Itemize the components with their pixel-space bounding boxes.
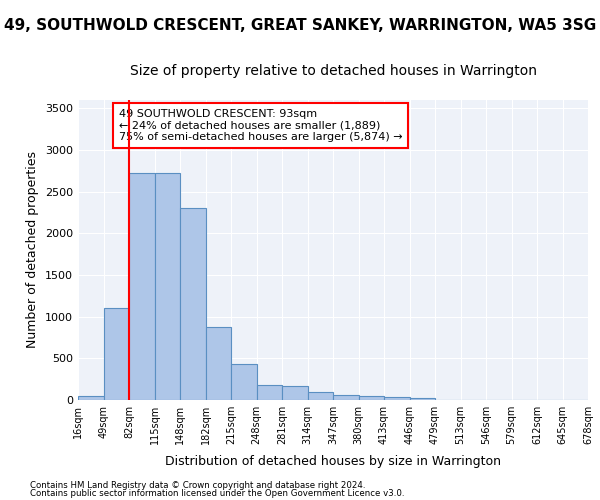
Y-axis label: Number of detached properties: Number of detached properties: [26, 152, 40, 348]
Text: Contains HM Land Registry data © Crown copyright and database right 2024.: Contains HM Land Registry data © Crown c…: [30, 480, 365, 490]
Bar: [231, 364, 257, 400]
Bar: [155, 172, 180, 400]
Text: 49 SOUTHWOLD CRESCENT: 93sqm
← 24% of detached houses are smaller (1,889)
75% of: 49 SOUTHWOLD CRESCENT: 93sqm ← 24% of de…: [119, 109, 403, 142]
Bar: [78, 396, 104, 400]
Bar: [282, 386, 308, 400]
Bar: [180, 208, 205, 400]
Bar: [409, 398, 435, 400]
Text: 49, SOUTHWOLD CRESCENT, GREAT SANKEY, WARRINGTON, WA5 3SG: 49, SOUTHWOLD CRESCENT, GREAT SANKEY, WA…: [4, 18, 596, 32]
Bar: [104, 308, 129, 400]
Bar: [308, 392, 333, 400]
Title: Size of property relative to detached houses in Warrington: Size of property relative to detached ho…: [130, 64, 536, 78]
Bar: [205, 326, 231, 400]
Bar: [384, 397, 409, 400]
Bar: [359, 396, 384, 400]
X-axis label: Distribution of detached houses by size in Warrington: Distribution of detached houses by size …: [165, 456, 501, 468]
Bar: [129, 172, 155, 400]
Bar: [333, 394, 359, 400]
Text: Contains public sector information licensed under the Open Government Licence v3: Contains public sector information licen…: [30, 489, 404, 498]
Bar: [257, 386, 282, 400]
